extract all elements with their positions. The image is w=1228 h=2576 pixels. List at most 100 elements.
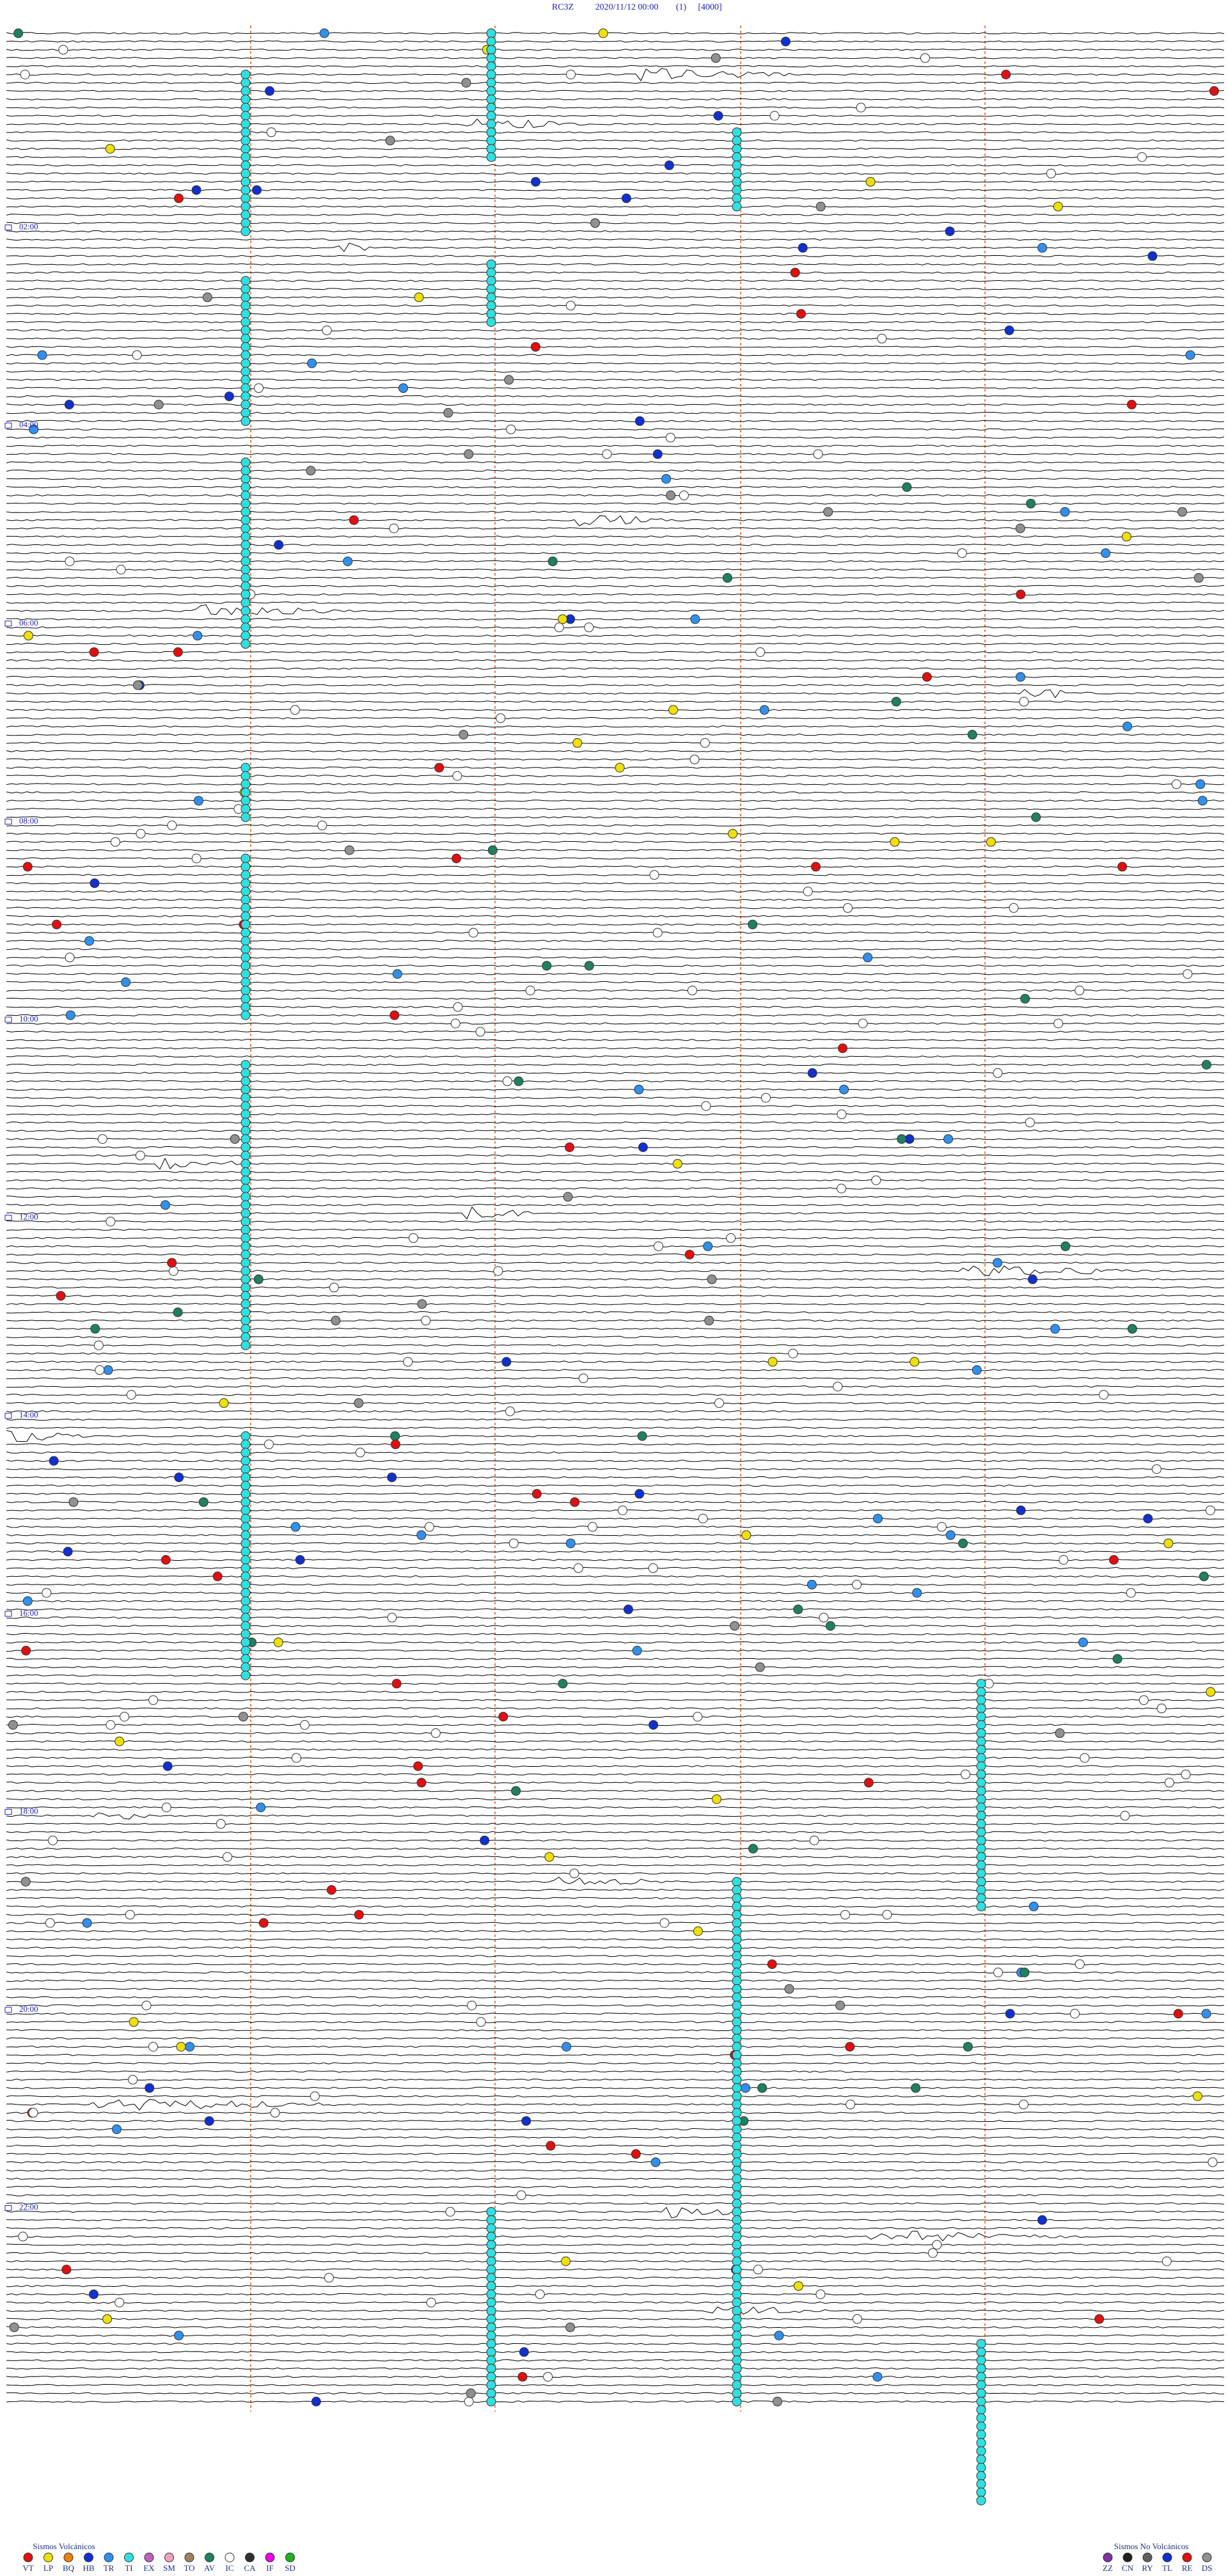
trace [6, 940, 1225, 942]
tremor [732, 185, 742, 195]
trace [6, 2037, 1225, 2040]
event [29, 424, 39, 434]
event [634, 1084, 644, 1094]
event [1199, 1571, 1209, 1581]
event [501, 1357, 512, 1367]
trace [6, 964, 1225, 967]
tremor [240, 201, 251, 212]
time-label: 04:00 [19, 420, 38, 429]
trace [6, 2112, 1225, 2114]
tremor [732, 2157, 742, 2167]
time-label: 20:00 [19, 2004, 38, 2014]
trace [6, 1922, 1225, 1924]
event [652, 449, 663, 459]
event [161, 1803, 171, 1812]
tremor [240, 1093, 251, 1103]
trace [6, 2021, 1225, 2023]
tremor [486, 2355, 496, 2366]
tremor [240, 928, 251, 938]
tremor [240, 1208, 251, 1219]
tremor [732, 2149, 742, 2159]
tremor [486, 2305, 496, 2316]
trace [6, 205, 1225, 208]
trace [6, 2004, 1225, 2007]
event [496, 713, 506, 723]
event [1059, 1555, 1069, 1565]
event [167, 1258, 177, 1268]
tremor [976, 2380, 986, 2390]
event [784, 1984, 794, 1994]
tremor [732, 1893, 742, 1903]
event [755, 1662, 765, 1672]
tremor [240, 407, 251, 418]
time-label: 08:00 [19, 816, 38, 825]
trace [6, 2128, 1225, 2131]
tremor [486, 2256, 496, 2266]
trace [6, 56, 1225, 59]
event [1117, 862, 1128, 872]
event [790, 267, 800, 278]
trace [6, 1171, 1225, 1173]
tremor [240, 557, 251, 567]
legend-swatch [224, 2552, 235, 2563]
tremor [240, 1068, 251, 1078]
tremor [240, 1002, 251, 1012]
trace [6, 1294, 1225, 1297]
trace [6, 2268, 1225, 2271]
trace [6, 81, 1225, 84]
tremor [240, 1547, 251, 1557]
event [1009, 903, 1019, 913]
event [741, 1530, 752, 1540]
trace [6, 2260, 1225, 2263]
tremor [732, 2000, 742, 2011]
trace [6, 230, 1225, 233]
tremor [240, 144, 251, 154]
tremor [486, 2215, 496, 2225]
event [1126, 1588, 1136, 1598]
event [1026, 498, 1036, 509]
event [945, 226, 955, 237]
tremor [732, 2281, 742, 2291]
event [504, 375, 514, 385]
tremor [486, 2240, 496, 2250]
tremor [732, 2050, 742, 2060]
event [1164, 1778, 1174, 1788]
event [958, 1538, 968, 1549]
trace [6, 197, 1225, 200]
tremor [240, 1217, 251, 1227]
tremor [240, 358, 251, 368]
trace [6, 515, 1225, 526]
event [331, 1315, 341, 1325]
trace [6, 2169, 1225, 2172]
event [505, 1406, 515, 1416]
event [843, 903, 853, 913]
event [416, 1530, 427, 1540]
event [112, 2124, 122, 2135]
trace [6, 32, 1225, 35]
event [590, 218, 600, 228]
tremor [240, 1291, 251, 1301]
legend-label: SM [163, 2563, 175, 2573]
tremor [486, 2380, 496, 2390]
trace [6, 1196, 1225, 1198]
tremor [976, 1794, 986, 1805]
tremor [486, 2298, 496, 2307]
event [185, 2042, 195, 2052]
event [387, 1613, 397, 1623]
event [398, 383, 408, 393]
event [223, 1852, 233, 1862]
tremor [732, 2240, 742, 2250]
trace [6, 832, 1225, 835]
tremor [240, 226, 251, 237]
trace [6, 403, 1225, 406]
tremor [240, 1076, 251, 1086]
tremor [240, 944, 251, 954]
event [891, 697, 901, 707]
event [993, 1068, 1003, 1078]
trace [6, 758, 1225, 761]
tremor [240, 375, 251, 385]
legend-swatch [1103, 2552, 1113, 2563]
event [116, 565, 126, 574]
event [354, 1398, 364, 1408]
